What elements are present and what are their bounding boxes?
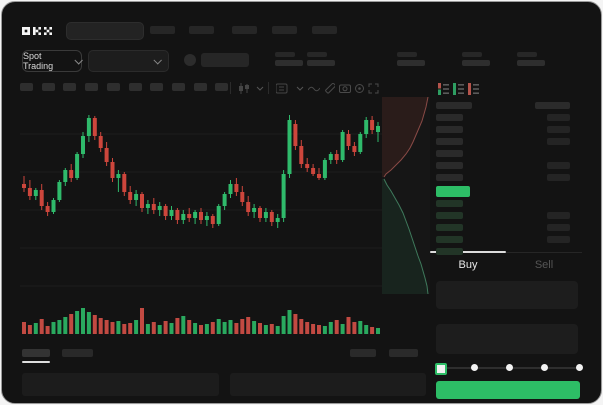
chevron-down-icon (74, 56, 83, 65)
chevron-down-icon (153, 56, 162, 65)
depth-chart[interactable] (382, 97, 430, 294)
search-input[interactable] (66, 22, 144, 40)
coin-icon (184, 54, 196, 66)
timeframe-button[interactable] (20, 83, 33, 91)
bid-amount-placeholder (547, 212, 570, 219)
bottom-tab-placeholder[interactable] (22, 349, 50, 357)
ask-amount-placeholder (547, 162, 570, 169)
market-type-dropdown[interactable]: Spot Trading (22, 50, 83, 72)
bottom-tab-indicator (22, 361, 50, 363)
sell-tab[interactable]: Sell (506, 254, 582, 276)
stat-label-placeholder (397, 52, 417, 57)
book-split-icon[interactable] (438, 83, 450, 95)
buy-tab-label: Buy (458, 259, 478, 271)
stat-value-placeholder (397, 60, 425, 66)
pair-selector-dropdown[interactable] (88, 50, 169, 72)
toolbar-divider (230, 82, 231, 94)
stat-value-placeholder (462, 60, 490, 66)
stat-label-placeholder (517, 52, 537, 57)
bottom-panel-right (230, 373, 426, 396)
okx-logo[interactable]: OKX (22, 23, 53, 35)
buy-tab-indicator (430, 251, 506, 253)
timeframe-button[interactable] (63, 83, 76, 91)
okx-logo-pixels (22, 27, 52, 35)
nav-item-placeholder[interactable] (312, 26, 337, 34)
ask-price-placeholder[interactable] (436, 150, 463, 157)
settings-icon[interactable] (354, 83, 365, 94)
timeframe-button[interactable] (215, 83, 228, 91)
timeframe-button[interactable] (85, 83, 98, 91)
draw-pencil-icon[interactable] (324, 83, 335, 94)
camera-icon[interactable] (339, 83, 351, 93)
chevron-down-icon[interactable] (256, 86, 264, 92)
nav-item-placeholder[interactable] (272, 26, 297, 34)
ask-price-placeholder[interactable] (436, 162, 463, 169)
timeframe-button[interactable] (172, 83, 185, 91)
sell-tab-label: Sell (534, 259, 554, 271)
timeframe-button[interactable] (194, 83, 207, 91)
order-price-field[interactable] (436, 281, 578, 309)
fullscreen-icon[interactable] (368, 83, 379, 94)
book-asks-icon[interactable] (468, 83, 480, 95)
stat-label-placeholder (275, 52, 295, 57)
slider-stop-dot[interactable] (576, 364, 583, 371)
slider-stop-dot[interactable] (506, 364, 513, 371)
ask-amount-placeholder (547, 174, 570, 181)
bottom-tab-placeholder[interactable] (62, 349, 93, 357)
chevron-down-icon[interactable] (296, 86, 304, 92)
bid-amount-placeholder (547, 224, 570, 231)
ask-amount-placeholder (547, 126, 570, 133)
book-bids-icon[interactable] (453, 83, 465, 95)
orderbook-header-amount (535, 102, 570, 109)
stat-value-placeholder (307, 60, 335, 66)
ask-amount-placeholder (547, 138, 570, 145)
nav-item-placeholder[interactable] (150, 26, 175, 34)
interval-icon[interactable] (276, 83, 290, 94)
market-type-label: Spot Trading (23, 51, 54, 71)
nav-item-placeholder[interactable] (232, 26, 257, 34)
slider-handle[interactable] (435, 363, 447, 375)
ask-price-placeholder[interactable] (436, 138, 463, 145)
ask-price-placeholder[interactable] (436, 126, 463, 133)
nav-item-placeholder[interactable] (189, 26, 214, 34)
stat-label-placeholder (462, 52, 482, 57)
timeframe-button[interactable] (107, 83, 120, 91)
bottom-action-placeholder[interactable] (350, 349, 376, 357)
stat-value-placeholder (275, 60, 303, 66)
bottom-panel-left (22, 373, 219, 396)
last-price-highlight[interactable] (436, 186, 470, 197)
ask-price-placeholder[interactable] (436, 114, 463, 121)
indicator-wave-icon[interactable] (308, 85, 320, 93)
bid-price-placeholder[interactable] (436, 224, 463, 231)
stat-value-placeholder (517, 60, 545, 66)
ask-amount-placeholder (547, 114, 570, 121)
buy-tab[interactable]: Buy (430, 254, 506, 276)
trade-tabs-divider (430, 252, 582, 253)
orderbook-header-price (436, 102, 472, 109)
slider-stop-dot[interactable] (471, 364, 478, 371)
bid-price-placeholder[interactable] (436, 236, 463, 243)
stat-label-placeholder (307, 52, 327, 57)
okx-logo-text: OKX (52, 23, 53, 24)
timeframe-button[interactable] (129, 83, 142, 91)
bid-price-placeholder[interactable] (436, 200, 463, 207)
ask-price-placeholder[interactable] (436, 174, 463, 181)
bid-amount-placeholder (547, 236, 570, 243)
order-amount-field[interactable] (436, 324, 578, 354)
bid-price-placeholder[interactable] (436, 212, 463, 219)
toolbar-divider (268, 82, 269, 94)
slider-stop-dot[interactable] (541, 364, 548, 371)
buy-submit-button[interactable] (436, 381, 580, 399)
pair-name-placeholder (201, 53, 249, 67)
timeframe-button[interactable] (150, 83, 163, 91)
candle-chart[interactable] (16, 98, 386, 340)
bid-price-placeholder[interactable] (436, 248, 463, 255)
bottom-action-placeholder[interactable] (389, 349, 418, 357)
chart-type-icon[interactable] (238, 83, 250, 94)
timeframe-button[interactable] (42, 83, 55, 91)
